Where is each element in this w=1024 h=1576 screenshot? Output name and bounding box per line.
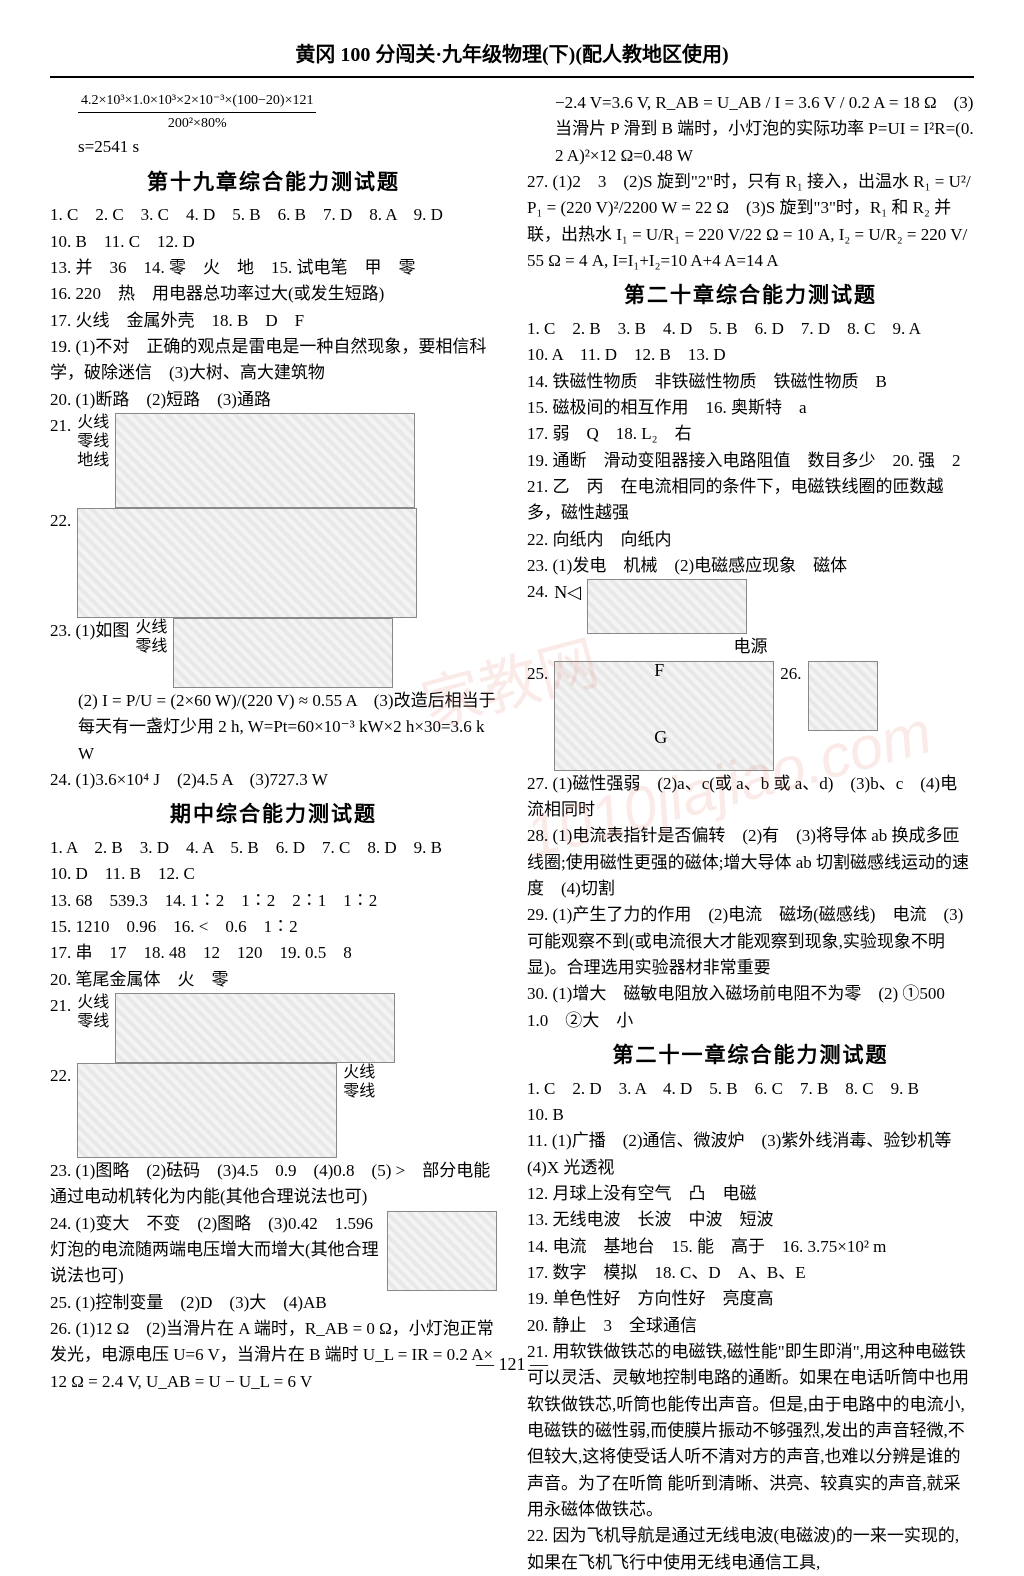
mid-q13: 13. 68 539.3 14. 1∶2 1∶2 2∶1 1∶2 xyxy=(50,888,497,914)
mid-q22-circuit-diagram xyxy=(77,1063,337,1158)
ch20-q15: 15. 磁极间的相互作用 16. 奥斯特 a xyxy=(527,395,974,421)
top-formula: 4.2×10³×1.0×10³×2×10⁻³×(100−20)×121 200²… xyxy=(50,90,497,134)
ch20-q26-diagram xyxy=(808,661,878,731)
ch19-q13: 13. 并 36 14. 零 火 地 15. 试电笔 甲 零 xyxy=(50,255,497,281)
ch20-q26-label: 26. xyxy=(780,661,801,687)
ch19-q23-circuit-diagram xyxy=(173,618,393,688)
ch19-q24: 24. (1)3.6×10⁴ J (2)4.5 A (3)727.3 W xyxy=(50,767,497,793)
formula-denominator: 200²×80% xyxy=(78,113,316,135)
formula-numerator: 4.2×10³×1.0×10³×2×10⁻³×(100−20)×121 xyxy=(78,90,316,113)
mid-q25: 25. (1)控制变量 (2)D (3)大 (4)AB xyxy=(50,1290,381,1316)
ch21-q17: 17. 数字 模拟 18. C、D A、B、E xyxy=(527,1260,974,1286)
ch19-q23b: (2) I = P/U = (2×60 W)/(220 V) ≈ 0.55 A … xyxy=(50,688,497,767)
mid-q22-wire-labels: 火线 零线 xyxy=(343,1063,375,1101)
midterm-title: 期中综合能力测试题 xyxy=(50,799,497,831)
ch20-q24-n-pole: N◁ xyxy=(554,579,581,606)
mid-q23: 23. (1)图略 (2)砝码 (3)4.5 0.9 (4)0.8 (5) > … xyxy=(50,1158,497,1211)
ch19-mc-row1: 1. C 2. C 3. C 4. D 5. B 6. B 7. D 8. A … xyxy=(50,202,497,228)
ch20-q24-power-label: 电源 xyxy=(527,634,974,660)
ch20-q25-g-label: G xyxy=(654,724,667,751)
ch20-q24-coil-diagram xyxy=(587,579,747,634)
top-s-result: s=2541 s xyxy=(50,134,497,160)
ch21-q13: 13. 无线电波 长波 中波 短波 xyxy=(527,1207,974,1233)
mid-q22-label: 22. xyxy=(50,1063,71,1089)
ch20-q30: 30. (1)增大 磁敏电阻放入磁场前电阻不为零 (2) ①500 1.0 ②大… xyxy=(527,981,974,1034)
ch19-q20: 20. (1)断路 (2)短路 (3)通路 xyxy=(50,387,497,413)
ch19-q22-circuit-diagram xyxy=(77,508,417,618)
ch21-q19: 19. 单色性好 方向性好 亮度高 xyxy=(527,1286,974,1312)
ch20-title: 第二十章综合能力测试题 xyxy=(527,280,974,312)
ch21-title: 第二十一章综合能力测试题 xyxy=(527,1040,974,1072)
ch20-q23: 23. (1)发电 机械 (2)电磁感应现象 磁体 xyxy=(527,553,974,579)
ch21-q20: 20. 静止 3 全球通信 xyxy=(527,1313,974,1339)
ch19-q16: 16. 220 热 用电器总功率过大(或发生短路) xyxy=(50,281,497,307)
q27: 27. (1)2 3 (2)S 旋到"2"时，只有 R₁ 接入，出温水 R₁ =… xyxy=(527,169,974,274)
ch19-q21-circuit-diagram xyxy=(115,413,415,508)
ch19-q21-label: 21. xyxy=(50,413,71,439)
mid-mc-row1: 1. A 2. B 3. D 4. A 5. B 6. D 7. C 8. D … xyxy=(50,835,497,861)
mid-q21-circuit-diagram xyxy=(115,993,395,1063)
ch19-mc-row2: 10. B 11. C 12. D xyxy=(50,229,497,255)
ch20-q14: 14. 铁磁性物质 非铁磁性物质 铁磁性物质 B xyxy=(527,369,974,395)
ch20-q25-f-label: F xyxy=(654,657,664,684)
ch21-q22: 22. 因为飞机导航是通过无线电波(电磁波)的一来一实现的,如果在飞机飞行中使用… xyxy=(527,1523,974,1576)
ch19-q17: 17. 火线 金属外壳 18. B D F xyxy=(50,308,497,334)
ch19-q23-label: 23. (1)如图 xyxy=(50,618,129,644)
ch20-q21: 21. 乙 丙 在电流相同的条件下，电磁铁线圈的匝数越多，磁性越强 xyxy=(527,474,974,527)
ch20-q24-label: 24. xyxy=(527,579,548,605)
mid-q21-label: 21. xyxy=(50,993,71,1019)
ch20-q28: 28. (1)电流表指针是否偏转 (2)有 (3)将导体 ab 换成多匝线圈;使… xyxy=(527,823,974,902)
mid-q24: 24. (1)变大 不变 (2)图略 (3)0.42 1.596 灯泡的电流随两… xyxy=(50,1211,381,1290)
ch21-q14: 14. 电流 基地台 15. 能 高于 16. 3.75×10² m xyxy=(527,1234,974,1260)
ch21-mc-row2: 10. B xyxy=(527,1102,974,1128)
ch20-mc-row1: 1. C 2. B 3. B 4. D 5. B 6. D 7. D 8. C … xyxy=(527,316,974,342)
ch20-q22: 22. 向纸内 向纸内 xyxy=(527,527,974,553)
ch21-mc-row1: 1. C 2. D 3. A 4. D 5. B 6. C 7. B 8. C … xyxy=(527,1076,974,1102)
ch20-q29: 29. (1)产生了力的作用 (2)电流 磁场(磁感线) 电流 (3)可能观察不… xyxy=(527,902,974,981)
ch19-q22-label: 22. xyxy=(50,508,71,534)
mid-q21-wire-labels: 火线 零线 xyxy=(77,993,109,1031)
ch19-q21-wire-labels: 火线 零线 地线 xyxy=(77,413,109,471)
page-header-title: 黄冈 100 分闯关·九年级物理(下)(配人教地区使用) xyxy=(50,40,974,78)
ch20-q25-label: 25. xyxy=(527,661,548,687)
mid-q24-circuit-diagram xyxy=(387,1211,497,1291)
ch19-q23-wire-labels: 火线 零线 xyxy=(135,618,167,656)
ch21-q12: 12. 月球上没有空气 凸 电磁 xyxy=(527,1181,974,1207)
mid-mc-row2: 10. D 11. B 12. C xyxy=(50,861,497,887)
ch20-q27: 27. (1)磁性强弱 (2)a、c(或 a、b 或 a、d) (3)b、c (… xyxy=(527,771,974,824)
ch20-q19: 19. 通断 滑动变阻器接入电路阻值 数目多少 20. 强 2 xyxy=(527,448,974,474)
page-number: — 121 — xyxy=(0,1351,1024,1378)
ch19-q19: 19. (1)不对 正确的观点是雷电是一种自然现象，要相信科学，破除迷信 (3)… xyxy=(50,334,497,387)
mid-q15: 15. 1210 0.96 16. < 0.6 1∶2 xyxy=(50,914,497,940)
ch20-mc-row2: 10. A 11. D 12. B 13. D xyxy=(527,342,974,368)
ch20-q17: 17. 弱 Q 18. L₂ 右 xyxy=(527,421,974,447)
mid-q17: 17. 串 17 18. 48 12 120 19. 0.5 8 xyxy=(50,940,497,966)
ch21-q11: 11. (1)广播 (2)通信、微波炉 (3)紫外线消毒、验钞机等 (4)X 光… xyxy=(527,1128,974,1181)
mid-q20: 20. 笔尾金属体 火 零 xyxy=(50,967,497,993)
ch19-title: 第十九章综合能力测试题 xyxy=(50,167,497,199)
cont-q26: −2.4 V=3.6 V, R_AB = U_AB / I = 3.6 V / … xyxy=(527,90,974,169)
